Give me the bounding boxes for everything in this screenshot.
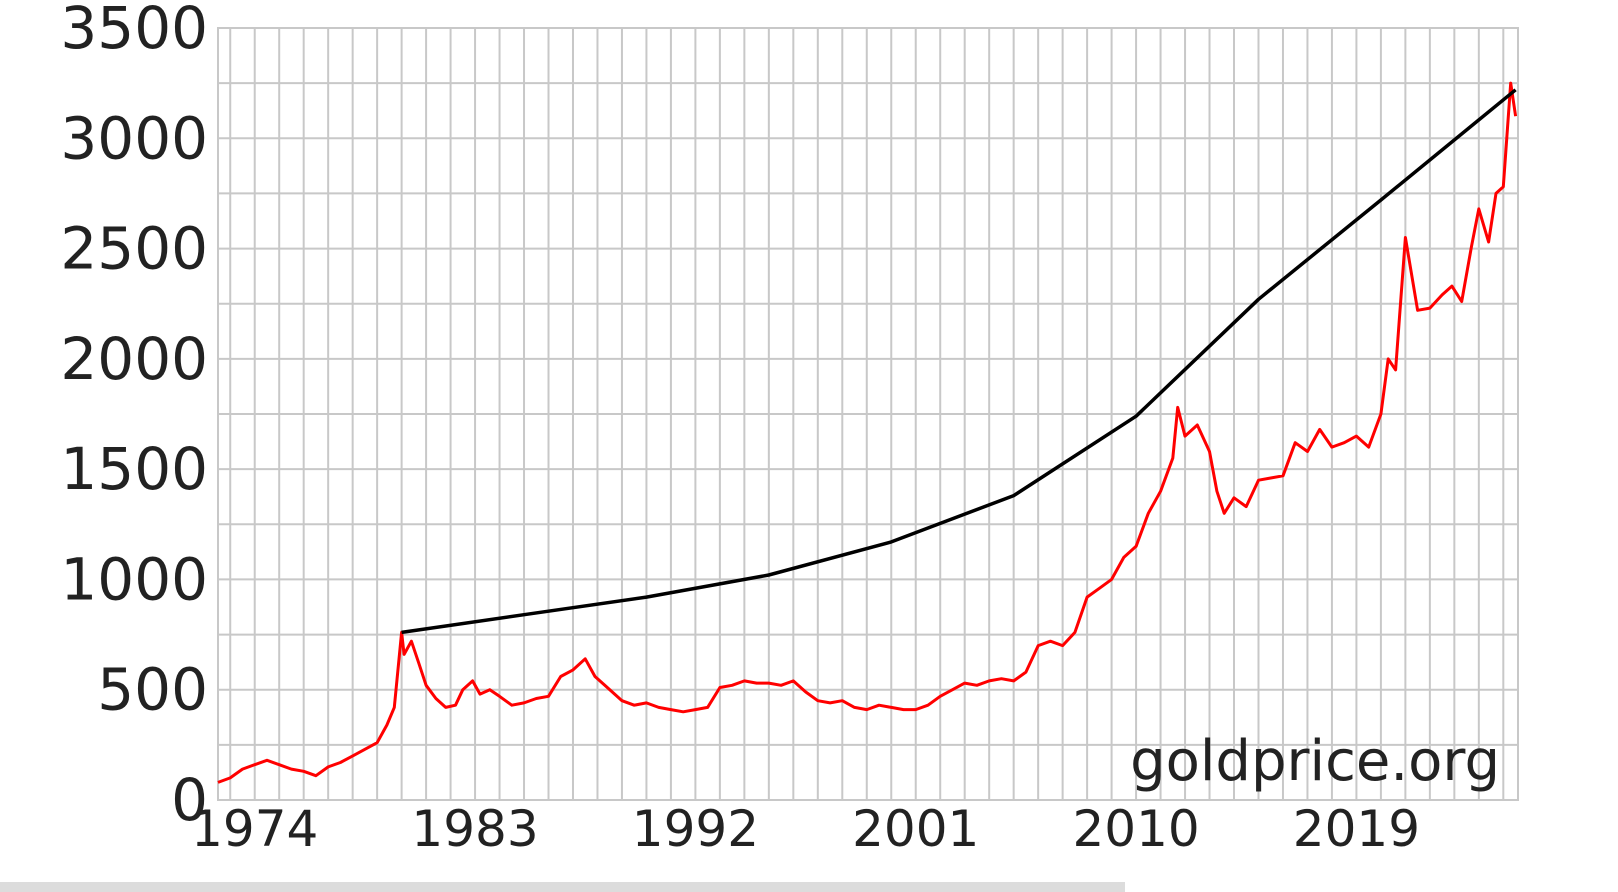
y-axis-tick-labels: 0 500 1000 1500 2000 2500 3000 3500 — [60, 0, 208, 834]
x-tick-label: 1974 — [191, 800, 318, 858]
horizontal-scrollbar[interactable] — [0, 882, 1125, 892]
y-tick-label: 2500 — [60, 215, 208, 283]
watermark-text: goldprice.org — [1130, 729, 1500, 794]
series-line-price — [217, 81, 1518, 784]
y-tick-label: 0 — [171, 766, 208, 834]
x-tick-label: 1992 — [632, 800, 759, 858]
y-tick-label: 3500 — [60, 0, 208, 62]
x-tick-label: 2010 — [1072, 800, 1199, 858]
y-tick-label: 1000 — [60, 545, 208, 613]
y-tick-label: 1500 — [60, 435, 208, 503]
series-line-trend — [401, 88, 1517, 635]
x-axis-tick-labels: 1974 1983 1992 2001 2010 2019 — [191, 800, 1420, 858]
y-tick-label: 2000 — [60, 325, 208, 393]
x-tick-label: 2001 — [852, 800, 979, 858]
x-tick-label: 2019 — [1293, 800, 1420, 858]
plot-frame — [217, 27, 1519, 801]
x-tick-label: 1983 — [411, 800, 538, 858]
y-tick-label: 3000 — [60, 104, 208, 172]
y-tick-label: 500 — [97, 656, 208, 724]
